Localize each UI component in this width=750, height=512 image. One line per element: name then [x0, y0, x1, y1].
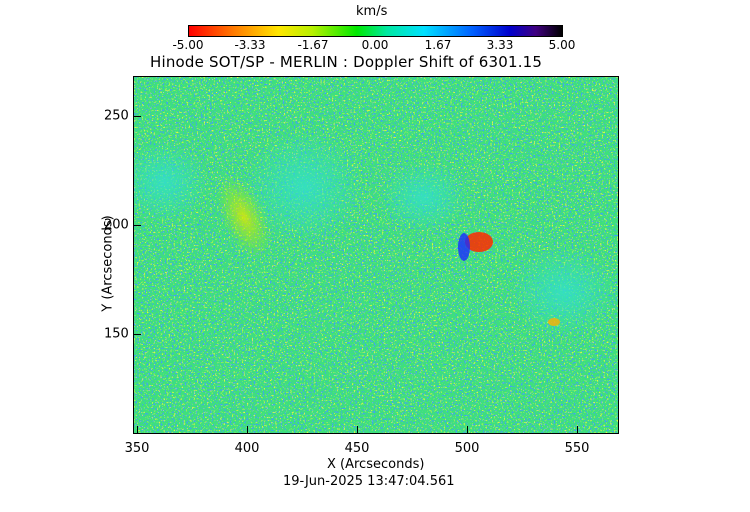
sunspot-region [509, 247, 618, 337]
x-axis-label: X (Arcseconds) [327, 457, 425, 472]
penumbra-flow [216, 175, 272, 259]
sunspot-region [379, 162, 469, 232]
doppler-map-image [134, 77, 618, 433]
sunspot-region [244, 132, 364, 242]
y-tick-label: 150 [104, 326, 129, 342]
x-tick-mark [137, 426, 138, 434]
timestamp: 19-Jun-2025 13:47:04.561 [283, 474, 455, 489]
colorbar-tick: 0.00 [361, 38, 389, 52]
y-tick-mark [133, 225, 141, 226]
redshift-patch [458, 233, 470, 261]
plot-title: Hinode SOT/SP - MERLIN : Doppler Shift o… [150, 53, 543, 71]
colorbar-tick: 1.67 [424, 38, 452, 52]
colorbar [188, 25, 563, 37]
x-tick-label: 450 [344, 441, 370, 456]
colorbar-tick: -3.33 [234, 38, 266, 52]
x-tick-label: 500 [454, 441, 480, 456]
x-tick-mark [247, 426, 248, 434]
y-tick-label: 200 [104, 217, 129, 233]
x-tick-mark [467, 426, 468, 434]
y-axis-label: Y (Arcseconds) [100, 215, 116, 312]
colorbar-unit-label: km/s [356, 4, 388, 19]
colorbar-tick: -1.67 [297, 38, 329, 52]
y-tick-mark [133, 334, 141, 335]
x-tick-mark [577, 426, 578, 434]
colorbar-tick: -5.00 [172, 38, 204, 52]
x-tick-mark [357, 426, 358, 434]
colorbar-tick: 5.00 [548, 38, 576, 52]
x-tick-label: 400 [234, 441, 260, 456]
doppler-map [133, 76, 619, 434]
blueshift-patch [465, 232, 493, 252]
colorbar-tick: 3.33 [486, 38, 514, 52]
blueshift-patch [548, 318, 560, 326]
sunspot-region [134, 142, 209, 222]
y-tick-label: 250 [104, 108, 129, 124]
x-tick-label: 350 [124, 441, 150, 456]
x-tick-label: 550 [564, 441, 590, 456]
y-tick-mark [133, 116, 141, 117]
